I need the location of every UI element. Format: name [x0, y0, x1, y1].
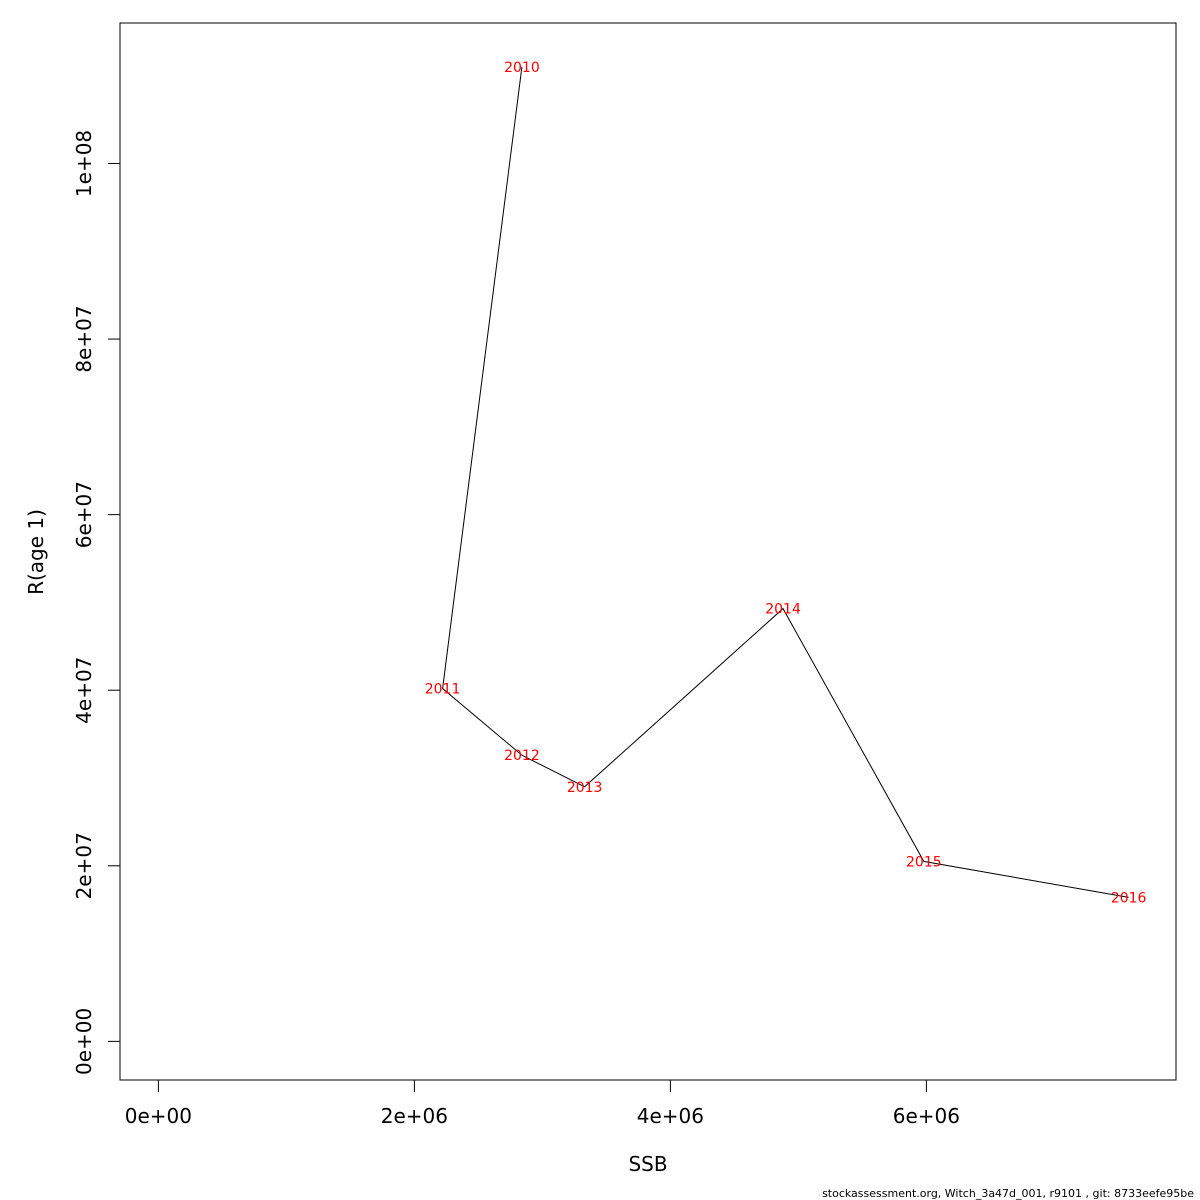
x-tick-label: 0e+00: [125, 1104, 192, 1128]
y-tick-label: 2e+07: [72, 832, 96, 899]
point-label-2016: 2016: [1111, 890, 1147, 906]
point-label-2014: 2014: [765, 602, 801, 618]
y-axis: 0e+00 2e+07 4e+07 6e+07 8e+07 1e+08: [72, 130, 121, 1075]
y-tick-label: 4e+07: [72, 657, 96, 724]
y-tick-label: 8e+07: [72, 305, 96, 372]
plot-frame: [119, 22, 1177, 1081]
point-label-2011: 2011: [425, 681, 461, 697]
point-label-2015: 2015: [906, 854, 942, 870]
x-axis: 0e+00 2e+06 4e+06 6e+06: [125, 1079, 960, 1128]
y-tick-label: 1e+08: [72, 130, 96, 197]
x-axis-title: SSB: [628, 1152, 667, 1176]
point-label-2013: 2013: [567, 780, 603, 796]
series-line: [442, 66, 1129, 898]
point-label-2010: 2010: [504, 60, 540, 76]
y-tick-label: 0e+00: [72, 1008, 96, 1075]
x-tick-label: 2e+06: [381, 1104, 448, 1128]
point-label-2012: 2012: [504, 748, 540, 764]
footer-credit: stockassessment.org, Witch_3a47d_001, r9…: [822, 1187, 1194, 1200]
series: 2010 2011 2012 2013 2014 2015 2016: [425, 60, 1147, 906]
y-axis-title: R(age 1): [24, 509, 48, 595]
x-tick-label: 4e+06: [637, 1104, 704, 1128]
x-tick-label: 6e+06: [893, 1104, 960, 1128]
y-tick-label: 6e+07: [72, 481, 96, 548]
